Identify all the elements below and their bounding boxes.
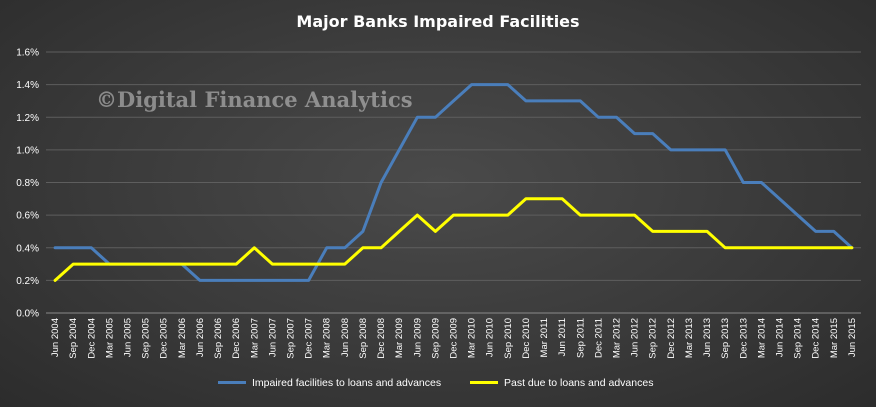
x-tick-label: Jun 2009 <box>412 318 423 357</box>
x-tick-label: Jun 2012 <box>630 318 641 357</box>
x-tick-label: Mar 2005 <box>104 318 115 358</box>
y-tick-label: 1.4% <box>16 80 39 91</box>
legend-label: Impaired facilities to loans and advance… <box>252 377 441 389</box>
x-tick-label: Sep 2013 <box>720 318 731 359</box>
x-tick-label: Dec 2008 <box>376 318 387 359</box>
x-tick-label: Sep 2014 <box>793 318 804 359</box>
x-tick-label: Jun 2004 <box>50 318 61 357</box>
x-tick-label: Dec 2014 <box>811 318 822 359</box>
chart-title: Major Banks Impaired Facilities <box>296 12 579 31</box>
y-tick-label: 0.6% <box>16 211 39 222</box>
x-tick-label: Mar 2014 <box>756 318 767 358</box>
x-tick-label: Mar 2011 <box>539 318 550 357</box>
x-tick-label: Jun 2008 <box>340 318 351 357</box>
x-tick-label: Sep 2011 <box>575 318 586 358</box>
series-lines <box>53 83 854 282</box>
x-tick-label: Mar 2006 <box>177 318 188 358</box>
x-tick-label: Dec 2013 <box>738 318 749 359</box>
x-tick-label: Mar 2012 <box>612 318 623 358</box>
x-tick-label: Sep 2006 <box>213 318 224 359</box>
x-tick-label: Jun 2011 <box>557 318 568 356</box>
x-tick-label: Jun 2006 <box>195 318 206 357</box>
x-tick-label: Jun 2015 <box>847 318 858 357</box>
x-tick-label: Sep 2009 <box>430 318 441 359</box>
x-tick-label: Mar 2015 <box>829 318 840 358</box>
x-tick-label: Sep 2008 <box>358 318 369 359</box>
x-tick-label: Dec 2009 <box>449 318 460 359</box>
y-axis-ticks: 0.0% 0.2% 0.4% 0.6% 0.8% 1.0% 1.2% 1.4% 1.6% <box>16 48 39 320</box>
x-axis-ticks: Jun 2004 Sep 2004 Dec 2004 Mar 2005 Jun 2005… <box>50 318 858 359</box>
y-tick-label: 0.2% <box>16 276 39 287</box>
y-tick-label: 1.6% <box>16 48 39 59</box>
x-tick-label: Jun 2010 <box>485 318 496 357</box>
x-tick-label: Dec 2004 <box>86 318 97 359</box>
x-tick-label: Mar 2008 <box>322 318 333 358</box>
x-tick-label: Jun 2013 <box>702 318 713 357</box>
series-line <box>53 83 854 282</box>
series-line <box>53 197 854 282</box>
x-tick-label: Mar 2007 <box>249 318 260 358</box>
legend-label: Past due to loans and advances <box>504 377 653 389</box>
gridlines <box>46 51 861 314</box>
x-tick-label: Mar 2009 <box>394 318 405 358</box>
x-tick-label: Dec 2010 <box>521 318 532 359</box>
x-tick-label: Dec 2012 <box>666 318 677 359</box>
x-tick-label: Sep 2010 <box>503 318 514 359</box>
x-tick-label: Dec 2011 <box>593 318 604 358</box>
x-tick-label: Sep 2012 <box>648 318 659 359</box>
x-tick-label: Jun 2007 <box>267 318 278 357</box>
x-tick-label: Jun 2014 <box>775 318 786 357</box>
x-tick-label: Mar 2013 <box>684 318 695 358</box>
y-tick-label: 0.0% <box>16 309 39 320</box>
x-tick-label: Dec 2005 <box>159 318 170 359</box>
watermark: ©Digital Finance Analytics <box>96 87 413 112</box>
x-tick-label: Sep 2004 <box>68 318 79 359</box>
x-tick-label: Jun 2005 <box>123 318 134 357</box>
y-tick-label: 0.4% <box>16 243 39 254</box>
y-tick-label: 1.2% <box>16 113 39 124</box>
x-tick-label: Sep 2005 <box>141 318 152 359</box>
legend: Impaired facilities to loans and advance… <box>218 377 653 389</box>
x-tick-label: Dec 2006 <box>231 318 242 359</box>
y-tick-label: 0.8% <box>16 178 39 189</box>
x-tick-label: Mar 2010 <box>467 318 478 358</box>
x-tick-label: Dec 2007 <box>304 318 315 359</box>
x-tick-label: Sep 2007 <box>286 318 297 359</box>
y-tick-label: 1.0% <box>16 145 39 156</box>
